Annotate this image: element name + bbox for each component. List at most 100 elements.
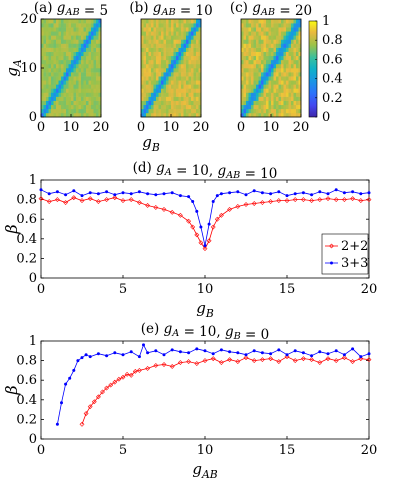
heatmap-cell bbox=[256, 19, 259, 24]
heatmap-cell bbox=[261, 112, 264, 118]
data-point bbox=[195, 209, 199, 213]
heatmap-cell bbox=[183, 31, 187, 36]
colorbar-tick-label: 0.4 bbox=[322, 72, 343, 87]
heatmap-cell bbox=[41, 80, 44, 85]
heatmap-cell bbox=[53, 47, 57, 52]
heatmap-cell bbox=[148, 108, 152, 114]
heatmap-cell bbox=[178, 31, 182, 36]
heatmap-cell bbox=[248, 104, 252, 110]
heatmap-cell bbox=[176, 47, 179, 52]
heatmap-cell bbox=[276, 23, 279, 28]
heatmap-cell bbox=[193, 84, 197, 89]
data-point bbox=[285, 353, 289, 357]
heatmap-cell bbox=[141, 100, 144, 106]
heatmap-cell bbox=[53, 63, 57, 69]
heatmap-cell bbox=[73, 80, 77, 85]
heatmap-cell bbox=[68, 35, 72, 40]
heatmap-cell bbox=[293, 72, 297, 77]
heatmap-cell bbox=[176, 63, 179, 69]
heatmap-cell bbox=[183, 43, 187, 48]
heatmap-cell bbox=[253, 23, 257, 28]
heatmap-cell bbox=[63, 92, 67, 97]
heatmap-cell bbox=[268, 19, 272, 24]
data-point bbox=[219, 192, 223, 196]
heatmap-cell bbox=[283, 72, 287, 77]
heatmap-cell bbox=[143, 19, 147, 24]
heatmap-cell bbox=[51, 108, 54, 114]
heatmap-cell bbox=[263, 31, 267, 36]
heatmap-cell bbox=[56, 39, 59, 44]
heatmap-cell bbox=[173, 51, 177, 57]
heatmap-cell bbox=[191, 59, 194, 65]
heatmap-cell bbox=[63, 31, 67, 36]
data-point bbox=[207, 222, 211, 226]
heatmap-cell bbox=[161, 23, 164, 28]
heatmap-cell bbox=[56, 80, 59, 85]
y-tick-label: 0.2 bbox=[16, 412, 37, 427]
heatmap-cell bbox=[51, 35, 54, 40]
heatmap-cell bbox=[91, 51, 94, 57]
heatmap-cell bbox=[243, 104, 247, 110]
data-point bbox=[187, 351, 191, 355]
data-point bbox=[96, 352, 100, 356]
heatmap-cell bbox=[248, 59, 252, 65]
heatmap-cell bbox=[253, 108, 257, 114]
heatmap-cell bbox=[51, 88, 54, 93]
heatmap-cell bbox=[61, 68, 64, 73]
heatmap-cell bbox=[178, 43, 182, 48]
heatmap-cell bbox=[81, 72, 84, 77]
heatmap-cell bbox=[148, 84, 152, 89]
heatmap-cell bbox=[151, 76, 154, 81]
heatmap-cell bbox=[163, 59, 167, 65]
heatmap-cell bbox=[268, 35, 272, 40]
heatmap-cell bbox=[168, 35, 172, 40]
data-point bbox=[177, 212, 183, 218]
heatmap-cell bbox=[91, 59, 94, 65]
heatmap-cell bbox=[156, 47, 159, 52]
heatmap-cell bbox=[181, 92, 184, 97]
heatmap-cell bbox=[61, 104, 64, 110]
heatmap-cell bbox=[71, 23, 74, 28]
heatmap-cell bbox=[163, 80, 167, 85]
heatmap-cell bbox=[293, 92, 297, 97]
heatmap-cell bbox=[148, 88, 152, 93]
heatmap-cell bbox=[246, 27, 249, 32]
heatmap-cell bbox=[196, 27, 199, 32]
heatmap-cell bbox=[186, 23, 189, 28]
heatmap-cell bbox=[173, 100, 177, 106]
heatmap-cell bbox=[181, 63, 184, 69]
heatmap-cell bbox=[43, 84, 47, 89]
heatmap-cell bbox=[241, 112, 244, 118]
heatmap-cell bbox=[63, 76, 67, 81]
data-point bbox=[284, 198, 290, 204]
heatmap-cell bbox=[298, 43, 302, 48]
heatmap-cell bbox=[271, 76, 274, 81]
heatmap-cell bbox=[83, 76, 87, 81]
heatmap-cell bbox=[53, 100, 57, 106]
heatmap-cell bbox=[141, 112, 144, 118]
heatmap-cell bbox=[296, 68, 299, 73]
data-point bbox=[259, 357, 265, 363]
heatmap-cell bbox=[91, 100, 94, 106]
heatmap-cell bbox=[191, 19, 194, 24]
heatmap-cell bbox=[188, 104, 192, 110]
data-point bbox=[334, 349, 338, 353]
data-point bbox=[244, 193, 248, 197]
heatmap-cell bbox=[181, 35, 184, 40]
heatmap-cell bbox=[88, 47, 92, 52]
y-tick-label: 0.8 bbox=[16, 354, 37, 369]
heatmap-cell bbox=[71, 92, 74, 97]
heatmap-cell bbox=[91, 19, 94, 24]
heatmap-cell bbox=[86, 31, 89, 36]
heatmap-cell bbox=[173, 72, 177, 77]
heatmap-cell bbox=[258, 76, 262, 81]
heatmap-cell bbox=[183, 112, 187, 118]
heatmap-cell bbox=[281, 55, 284, 61]
heatmap-cell bbox=[243, 88, 247, 93]
heatmap-cell bbox=[141, 63, 144, 69]
heatmap-cell bbox=[48, 63, 52, 69]
heatmap-cell bbox=[273, 68, 277, 73]
heatmap-cell bbox=[241, 51, 244, 57]
heatmap-cell bbox=[266, 72, 269, 77]
